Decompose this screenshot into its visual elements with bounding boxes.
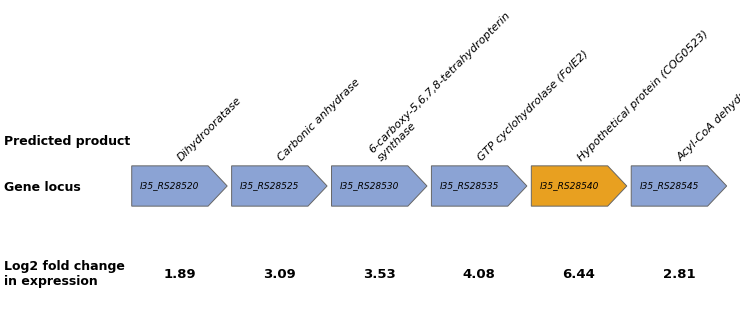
Text: 6.44: 6.44	[562, 268, 596, 281]
Polygon shape	[631, 166, 727, 206]
Text: I35_RS28540: I35_RS28540	[539, 181, 599, 191]
Text: Carbonic anhydrase: Carbonic anhydrase	[276, 77, 362, 163]
Text: I35_RS28520: I35_RS28520	[140, 181, 200, 191]
Text: GTP cyclohydrolase (FolE2): GTP cyclohydrolase (FolE2)	[476, 48, 591, 163]
Text: Predicted product: Predicted product	[4, 135, 130, 148]
Text: Hypothetical protein (COG0523): Hypothetical protein (COG0523)	[576, 29, 710, 163]
Polygon shape	[531, 166, 627, 206]
Polygon shape	[232, 166, 327, 206]
Text: 4.08: 4.08	[462, 268, 496, 281]
Text: I35_RS28545: I35_RS28545	[639, 181, 699, 191]
Polygon shape	[431, 166, 527, 206]
Text: I35_RS28535: I35_RS28535	[440, 181, 500, 191]
Text: 1.89: 1.89	[163, 268, 196, 281]
Polygon shape	[332, 166, 427, 206]
Text: 3.09: 3.09	[263, 268, 296, 281]
Polygon shape	[132, 166, 227, 206]
Text: 6-carboxy-5,6,7,8-tetrahydropterin
synthase: 6-carboxy-5,6,7,8-tetrahydropterin synth…	[368, 10, 521, 163]
Text: I35_RS28525: I35_RS28525	[240, 181, 300, 191]
Text: Dihydrooratase: Dihydrooratase	[176, 95, 244, 163]
Text: Gene locus: Gene locus	[4, 181, 81, 194]
Text: Log2 fold change
in expression: Log2 fold change in expression	[4, 260, 124, 288]
Text: 2.81: 2.81	[662, 268, 696, 281]
Text: I35_RS28530: I35_RS28530	[340, 181, 400, 191]
Text: 3.53: 3.53	[363, 268, 396, 281]
Text: Acyl-CoA dehydrogenase: Acyl-CoA dehydrogenase	[676, 57, 740, 163]
